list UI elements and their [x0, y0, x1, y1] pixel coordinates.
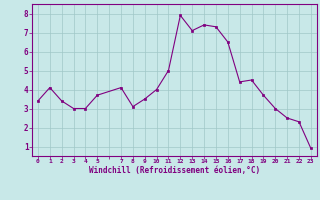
X-axis label: Windchill (Refroidissement éolien,°C): Windchill (Refroidissement éolien,°C)	[89, 166, 260, 175]
